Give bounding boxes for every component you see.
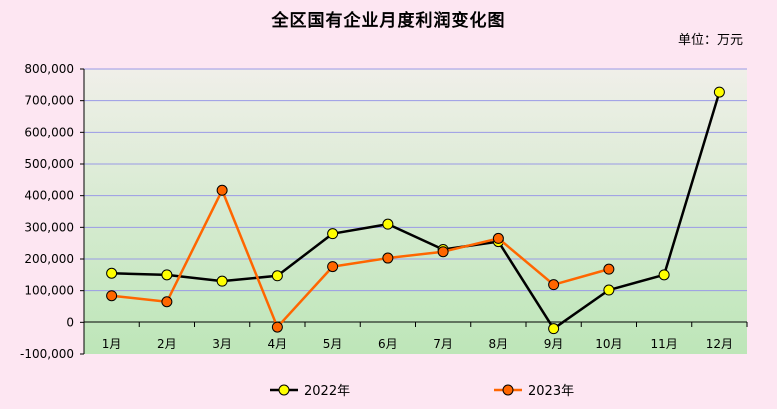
series-line: [111, 189, 610, 329]
x-tick-label: 12月: [706, 337, 733, 351]
data-point: [603, 263, 615, 275]
data-point: [658, 269, 670, 281]
data-point: [713, 86, 725, 98]
data-point: [106, 267, 118, 279]
data-point: [492, 232, 504, 244]
y-tick-label: -100,000: [20, 347, 74, 361]
data-point: [327, 228, 339, 240]
data-point: [548, 279, 560, 291]
axes: 800,000 700,000 600,000 500,000 400,000 300,0…: [20, 62, 748, 361]
data-point: [271, 321, 283, 333]
x-tick-label: 4月: [268, 337, 288, 351]
x-tick-label: 3月: [212, 337, 232, 351]
x-tick-label: 6月: [378, 337, 398, 351]
data-point: [161, 269, 173, 281]
y-tick-label: 600,000: [24, 125, 74, 139]
chart-unit-label: 单位：万元: [677, 33, 743, 48]
x-tick-label: 7月: [433, 337, 453, 351]
y-tick-label: 0: [66, 315, 74, 329]
data-point: [106, 290, 118, 302]
x-tick-label: 5月: [323, 337, 343, 351]
legend-label: 2022年: [304, 384, 350, 399]
y-tick-label: 400,000: [24, 189, 74, 203]
x-tick-label: 10月: [595, 337, 622, 351]
data-point: [327, 261, 339, 273]
chart-title: 全区国有企业月度利润变化图: [271, 11, 506, 31]
data-point: [548, 323, 560, 335]
legend: 2022年 2023年: [270, 384, 574, 399]
data-point: [161, 296, 173, 308]
data-point: [382, 218, 394, 230]
legend-label: 2023年: [528, 384, 574, 399]
series-line: [111, 91, 721, 330]
x-tick-label: 1月: [102, 337, 122, 351]
data-point: [216, 275, 228, 287]
y-tick-label: 500,000: [24, 157, 74, 171]
legend-swatch-marker: [502, 384, 514, 396]
y-tick-label: 100,000: [24, 284, 74, 298]
data-point: [216, 184, 228, 196]
y-tick-label: 800,000: [24, 62, 74, 76]
y-tick-label: 300,000: [24, 220, 74, 234]
data-point: [603, 284, 615, 296]
series-group: [106, 86, 725, 335]
y-tick-label: 700,000: [24, 94, 74, 108]
plot-area: [84, 69, 747, 354]
data-point: [437, 246, 449, 258]
x-tick-label: 2月: [157, 337, 177, 351]
legend-swatch-marker: [278, 384, 290, 396]
data-point: [382, 252, 394, 264]
x-tick-label: 11月: [650, 337, 677, 351]
data-point: [271, 270, 283, 282]
y-tick-label: 200,000: [24, 252, 74, 266]
gridlines: [84, 68, 747, 292]
x-tick-label: 9月: [544, 337, 564, 351]
x-tick-label: 8月: [489, 337, 509, 351]
